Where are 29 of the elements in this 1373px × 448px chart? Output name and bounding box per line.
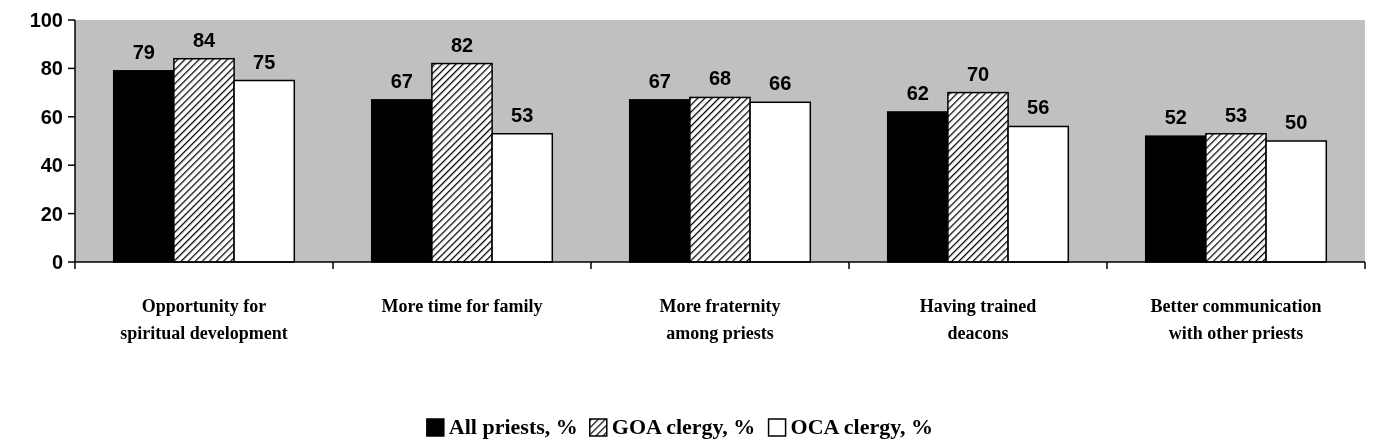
y-tick-label: 0 [51,251,63,273]
legend-label: GOA clergy, % [611,414,756,439]
y-tick-label: 40 [40,154,63,177]
data-label: 62 [906,81,929,104]
data-label: 68 [708,67,732,90]
data-label: 70 [966,62,990,85]
legend-label: All priests, % [448,414,578,439]
y-tick-label: 60 [40,105,63,128]
x-tick-label: Having trained deacons [919,296,1037,343]
data-label: 66 [769,72,792,95]
data-label: 75 [253,50,276,73]
x-tick-label: More time for family [381,296,543,316]
data-label: 82 [450,33,474,56]
data-label: 84 [192,28,216,51]
data-label: 79 [132,40,155,63]
data-label: 67 [648,69,671,92]
data-label: 50 [1285,111,1308,133]
data-label: 56 [1027,96,1050,119]
x-tick-label: Opportunity for spiritual development [120,296,288,343]
data-label: 53 [1224,103,1248,126]
data-label: 52 [1164,106,1187,129]
y-tick-label: 20 [40,202,63,225]
legend-label: OCA clergy, % [790,414,933,439]
x-tick-label: More fraternity among priests [659,296,781,343]
y-tick-label: 100 [29,9,63,31]
x-tick-label: Better communication with other priests [1150,296,1322,343]
data-label: 53 [511,103,534,126]
y-tick-label: 80 [40,57,63,80]
data-label: 67 [390,69,413,92]
